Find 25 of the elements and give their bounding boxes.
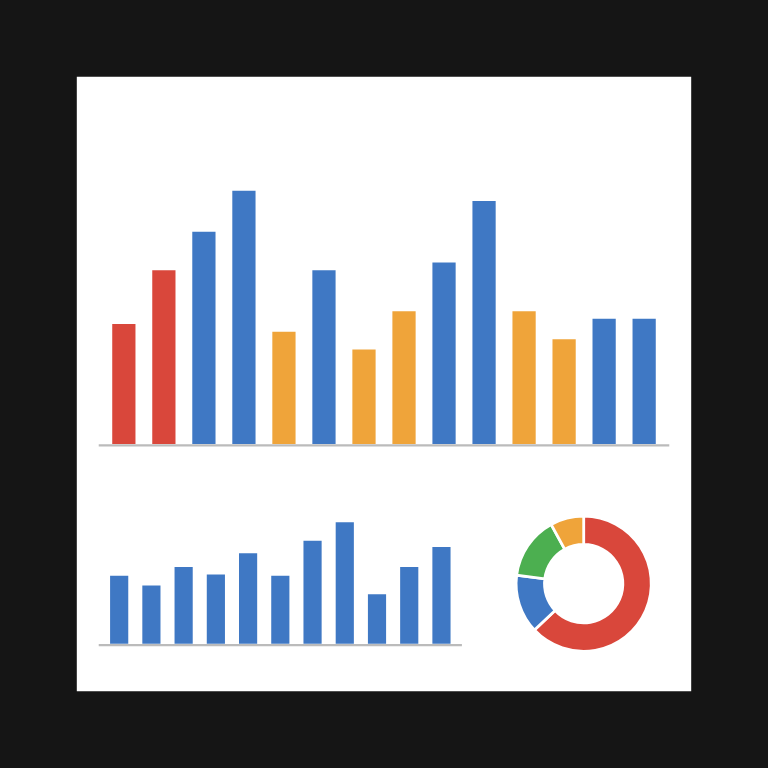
bar xyxy=(429,259,459,446)
bar xyxy=(389,308,419,446)
bar xyxy=(349,346,379,446)
bar xyxy=(107,572,132,646)
bar xyxy=(269,328,299,446)
bar xyxy=(268,572,293,646)
bar xyxy=(309,267,339,446)
bar xyxy=(189,229,219,446)
bar xyxy=(429,544,454,646)
bar xyxy=(509,308,539,446)
bar xyxy=(332,519,357,646)
bar xyxy=(171,564,196,646)
bar xyxy=(365,591,389,646)
bar xyxy=(229,188,259,446)
bar xyxy=(469,198,499,446)
bar xyxy=(589,316,619,446)
bar xyxy=(236,550,260,646)
bar xyxy=(397,564,422,646)
bar xyxy=(629,316,659,446)
bar xyxy=(109,321,139,446)
bar xyxy=(149,267,179,446)
bar xyxy=(300,538,325,646)
bar xyxy=(139,582,164,646)
bar xyxy=(549,336,579,446)
bar xyxy=(204,571,228,646)
